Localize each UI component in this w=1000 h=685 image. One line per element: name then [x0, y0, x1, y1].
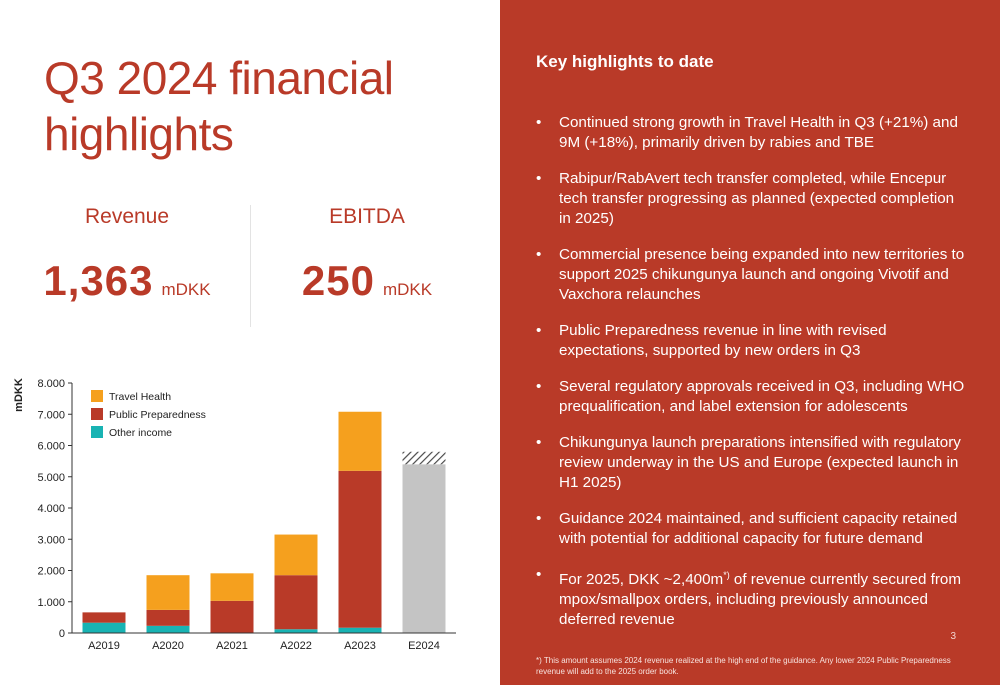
y-tick-label: 5.000	[37, 472, 65, 484]
legend-swatch	[91, 426, 103, 438]
page-title: Q3 2024 financial highlights	[44, 52, 394, 160]
highlight-item-text: For 2025, DKK ~2,400m	[559, 571, 724, 589]
bar-travel-health	[338, 411, 382, 471]
bar-public-preparedness	[210, 600, 254, 633]
highlight-item: Several regulatory approvals received in…	[536, 377, 966, 417]
left-panel: Q3 2024 financial highlights Revenue 1,3…	[13, 52, 477, 652]
page-number: 3	[950, 631, 956, 642]
x-tick-label: A2020	[152, 640, 184, 652]
y-tick-label: 3.000	[37, 534, 65, 546]
bar-public-preparedness	[146, 609, 190, 626]
x-tick-label: A2022	[280, 640, 312, 652]
kpi-divider	[250, 205, 251, 327]
highlight-item: Rabipur/RabAvert tech transfer completed…	[536, 169, 966, 229]
highlight-item: Continued strong growth in Travel Health…	[536, 113, 966, 153]
y-tick-label: 4.000	[37, 503, 65, 515]
revenue-value: 1,363	[43, 257, 154, 304]
highlight-item: For 2025, DKK ~2,400m*) of revenue curre…	[536, 565, 966, 630]
y-tick-label: 0	[59, 628, 65, 640]
bar-other-income	[274, 629, 318, 633]
highlight-item-text: of revenue currently secured from mpox/s…	[559, 571, 961, 629]
right-panel: Key highlights to date Continued strong …	[500, 0, 1000, 685]
ebitda-value-row: 250 mDKK	[257, 257, 477, 305]
ebitda-value: 250	[301, 257, 375, 304]
x-tick-label: A2023	[344, 640, 376, 652]
legend-swatch	[91, 390, 103, 402]
footnote-marker: *)	[723, 570, 730, 580]
bar-public-preparedness	[274, 575, 318, 630]
revenue-label: Revenue	[84, 205, 170, 228]
y-tick-label: 7.000	[37, 409, 65, 421]
y-tick-label: 8.000	[37, 378, 65, 390]
bar-other-income	[82, 622, 126, 633]
x-tick-label: A2021	[216, 640, 248, 652]
highlight-item: Guidance 2024 maintained, and sufficient…	[536, 509, 966, 549]
highlight-item: Commercial presence being expanded into …	[536, 245, 966, 305]
highlight-item: Public Preparedness revenue in line with…	[536, 321, 966, 361]
y-tick-label: 1.000	[37, 597, 65, 609]
x-tick-label: A2019	[88, 640, 120, 652]
legend-swatch	[91, 408, 103, 420]
bar-travel-health	[146, 575, 190, 610]
y-tick-label: 2.000	[37, 566, 65, 578]
bar-travel-health	[210, 573, 254, 601]
footnote: *) This amount assumes 2024 revenue real…	[536, 656, 951, 676]
guidance-bar	[402, 464, 446, 633]
legend-label: Travel Health	[109, 391, 171, 403]
x-tick-label: E2024	[408, 640, 440, 652]
highlight-item: Chikungunya launch preparations intensif…	[536, 433, 966, 493]
guidance-range-hatch	[402, 451, 446, 465]
revenue-kpi: Revenue 1,363 mDKK	[17, 205, 237, 305]
y-tick-label: 6.000	[37, 441, 65, 453]
revenue-chart: 0 1.000 2.000 3.000 4.000 5.000 6.000 7.000 8.00…	[37, 378, 456, 652]
legend-label: Other income	[109, 427, 172, 439]
highlights-heading: Key highlights to date	[536, 52, 714, 71]
bar-public-preparedness	[338, 470, 382, 628]
bar-travel-health	[274, 534, 318, 576]
ebitda-unit: mDKK	[382, 280, 433, 299]
highlights-list: Continued strong growth in Travel Health…	[536, 113, 966, 646]
ebitda-kpi: EBITDA 250 mDKK	[257, 205, 477, 305]
bar-other-income	[146, 625, 190, 633]
revenue-unit: mDKK	[161, 280, 211, 299]
ebitda-label: EBITDA	[329, 205, 405, 228]
bar-public-preparedness	[82, 612, 126, 623]
bar-other-income	[338, 627, 382, 633]
legend-label: Public Preparedness	[109, 409, 206, 421]
revenue-value-row: 1,363 mDKK	[17, 257, 237, 305]
